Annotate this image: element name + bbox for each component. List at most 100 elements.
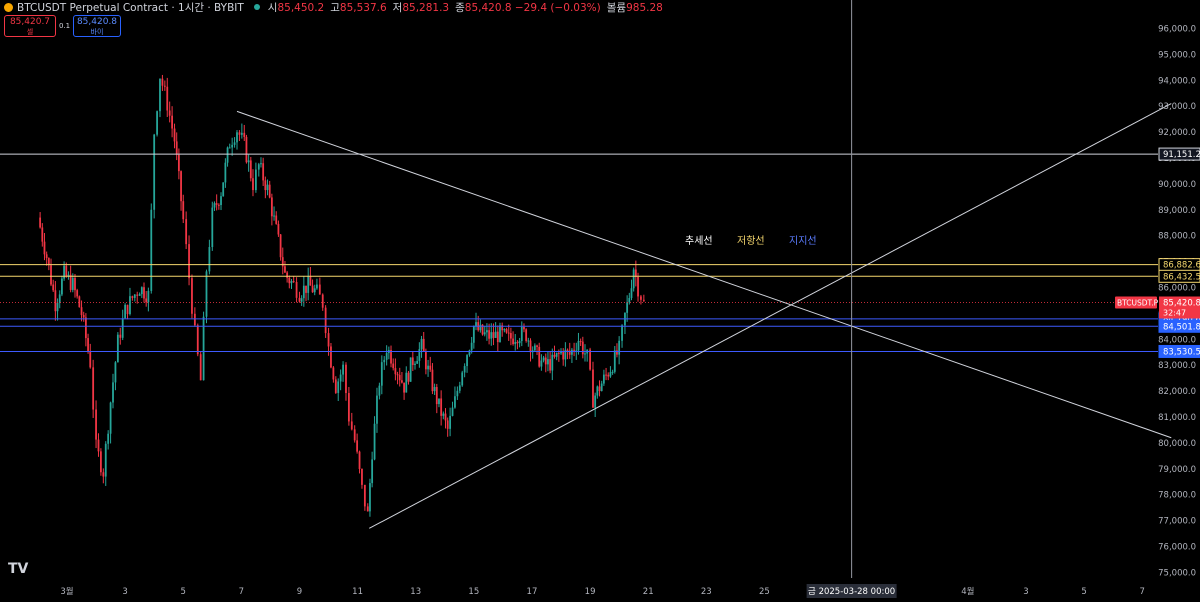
candle [363, 484, 366, 507]
price-tick-label: 81,000.0 [1158, 413, 1196, 423]
candle [226, 147, 229, 163]
candle [180, 171, 182, 202]
candle [449, 415, 452, 429]
candle [177, 154, 180, 172]
candle [345, 364, 347, 394]
candle [233, 142, 236, 145]
candle [520, 326, 523, 342]
market-status-icon [253, 4, 260, 10]
candle [332, 367, 335, 380]
price-tick-label: 93,000.0 [1158, 102, 1196, 112]
support-price-label-box[interactable] [1158, 319, 1200, 333]
symbol-title[interactable]: BTCUSDT Perpetual Contract · 1시간 · BYBIT [17, 1, 244, 14]
tradingview-logo[interactable]: TV [8, 561, 29, 577]
trend-line[interactable] [236, 110, 1172, 439]
candle [277, 223, 280, 235]
candle [292, 281, 295, 283]
legend-support: 지지선 [789, 235, 817, 247]
price-tick-label: 92,000.0 [1158, 128, 1196, 138]
trend-price-label: 91,151.2 [1163, 150, 1200, 160]
candle [56, 302, 59, 312]
candle [385, 353, 388, 360]
buy-button[interactable]: 85,420.8 바이 [73, 15, 121, 37]
high-value: 고85,537.6 [330, 1, 387, 14]
candle [405, 372, 408, 393]
candle [584, 353, 586, 355]
time-tick-label: 23 [701, 587, 712, 597]
candle [309, 275, 312, 286]
candle [488, 330, 490, 339]
time-tick-label: 3월 [60, 586, 73, 597]
candle [39, 217, 42, 228]
candle [133, 294, 136, 298]
candle [202, 316, 205, 381]
candle [337, 381, 340, 393]
price-tick-label: 76,000.0 [1158, 543, 1196, 553]
candle [76, 290, 79, 297]
candle [279, 234, 282, 258]
candle [616, 350, 618, 355]
time-tick-label: 19 [585, 587, 596, 597]
candle [463, 366, 466, 373]
candle [353, 429, 356, 441]
volume-value: 볼륨985.28 [606, 1, 663, 14]
candle [145, 298, 148, 303]
candle [131, 296, 134, 298]
candle [398, 374, 401, 381]
candle [609, 372, 612, 377]
candle [369, 483, 371, 512]
candle [245, 136, 248, 163]
candle [71, 277, 74, 290]
candle [236, 132, 238, 143]
candle [298, 297, 301, 302]
candle [175, 141, 178, 155]
price-tick-label: 90,000.0 [1158, 180, 1196, 190]
candle [95, 409, 97, 440]
candle [231, 144, 234, 148]
candle [116, 334, 119, 363]
candle [483, 332, 486, 335]
candle [69, 274, 72, 290]
close-value: 종85,420.8 −29.4 (−0.03%) [455, 1, 601, 14]
trend-line[interactable] [368, 103, 1172, 529]
time-tick-label: 7 [1140, 587, 1145, 597]
candle [188, 244, 190, 279]
candle [89, 351, 92, 368]
candle [420, 338, 423, 350]
candle [126, 304, 129, 315]
candle [592, 369, 594, 408]
candle [52, 284, 55, 291]
support-price-label-box[interactable] [1158, 344, 1200, 358]
candle [642, 299, 645, 301]
candle [330, 346, 332, 368]
candle [549, 359, 552, 371]
trend-price-label-box[interactable] [1158, 147, 1200, 161]
candle [288, 277, 291, 284]
candle [438, 398, 440, 405]
candle [247, 160, 250, 163]
candle [503, 329, 506, 331]
time-tick-label: 11 [352, 587, 363, 597]
crosshair-date-label: 금 2025-03-28 00:00 [808, 587, 895, 597]
price-tick-label: 80,000.0 [1158, 439, 1196, 449]
time-tick-label: 15 [468, 587, 479, 597]
candle [600, 383, 603, 392]
candle [166, 86, 169, 111]
candle [199, 354, 202, 381]
last-price-box[interactable] [1159, 296, 1200, 319]
candle [100, 451, 102, 473]
sell-button[interactable]: 85,420.7 셀 [4, 15, 56, 37]
resistance-price-label-box[interactable] [1158, 269, 1200, 283]
candle [321, 294, 324, 308]
candle [159, 78, 161, 112]
candle [121, 318, 124, 338]
candle [581, 341, 584, 355]
time-tick-label: 21 [643, 587, 654, 597]
candle [318, 284, 321, 295]
candle [302, 285, 305, 299]
candle [168, 110, 171, 116]
candle [440, 398, 443, 416]
candle [509, 333, 512, 339]
